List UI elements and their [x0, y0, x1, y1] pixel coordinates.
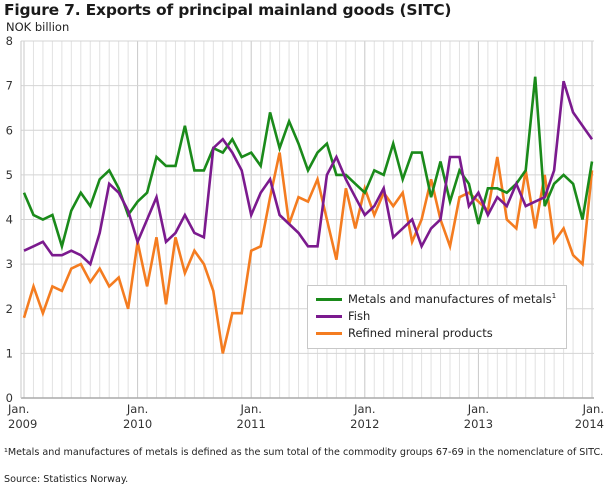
legend-swatch-fish	[316, 315, 342, 318]
y-tick-label: 0	[6, 391, 13, 405]
y-tick-label: 8	[6, 34, 13, 48]
legend-item-fish: Fish	[316, 309, 370, 325]
y-tick-label: 7	[6, 79, 13, 93]
y-tick-label: 2	[6, 302, 13, 316]
legend-label-metals: Metals and manufactures of metals	[348, 292, 552, 306]
y-tick-label: 5	[6, 168, 13, 182]
source-note: Source: Statistics Norway.	[4, 474, 129, 485]
footnote-mark: 1	[551, 292, 557, 301]
y-axis-unit-label: NOK billion	[6, 20, 70, 34]
y-tick-label: 3	[6, 257, 13, 271]
x-tick-label-month: Jan.	[582, 402, 604, 416]
legend-label-refined: Refined mineral products	[348, 326, 493, 340]
x-tick-label-month: Jan.	[240, 402, 262, 416]
x-tick-label-year: 2014	[575, 417, 604, 431]
refined-mineral-series-line	[22, 152, 594, 354]
x-tick-label-year: 2012	[350, 417, 379, 431]
x-tick-label-year: 2011	[237, 417, 266, 431]
x-tick-label-year: 2013	[464, 417, 493, 431]
footnote: ¹Metals and manufactures of metals is de…	[4, 447, 604, 458]
legend-swatch-metals	[316, 298, 342, 301]
x-tick-label-month: Jan.	[467, 402, 489, 416]
legend-swatch-refined	[316, 332, 342, 335]
x-tick-label-month: Jan.	[7, 402, 29, 416]
legend-label-fish: Fish	[348, 309, 371, 323]
metals-series-line	[22, 76, 594, 252]
x-tick-label-year: 2010	[123, 417, 152, 431]
legend-item-metals: Metals and manufactures of metals1	[316, 292, 556, 308]
chart-title: Figure 7. Exports of principal mainland …	[4, 1, 452, 19]
y-tick-label: 1	[6, 346, 13, 360]
x-axis-ticks: Jan.2009Jan.2010Jan.2011Jan.2012Jan.2013…	[7, 402, 604, 431]
fish-series-line	[23, 80, 594, 267]
x-tick-label-month: Jan.	[353, 402, 375, 416]
x-tick-label-year: 2009	[8, 417, 37, 431]
y-tick-label: 6	[6, 123, 13, 137]
y-axis-ticks: 0 1 2 3 4 5 6 7 8	[6, 34, 13, 405]
legend-item-refined: Refined mineral products	[316, 326, 493, 342]
series-lines	[22, 76, 594, 354]
legend: Metals and manufactures of metals1 Fish …	[307, 285, 567, 349]
x-tick-label-month: Jan.	[126, 402, 148, 416]
y-tick-label: 4	[6, 213, 13, 227]
